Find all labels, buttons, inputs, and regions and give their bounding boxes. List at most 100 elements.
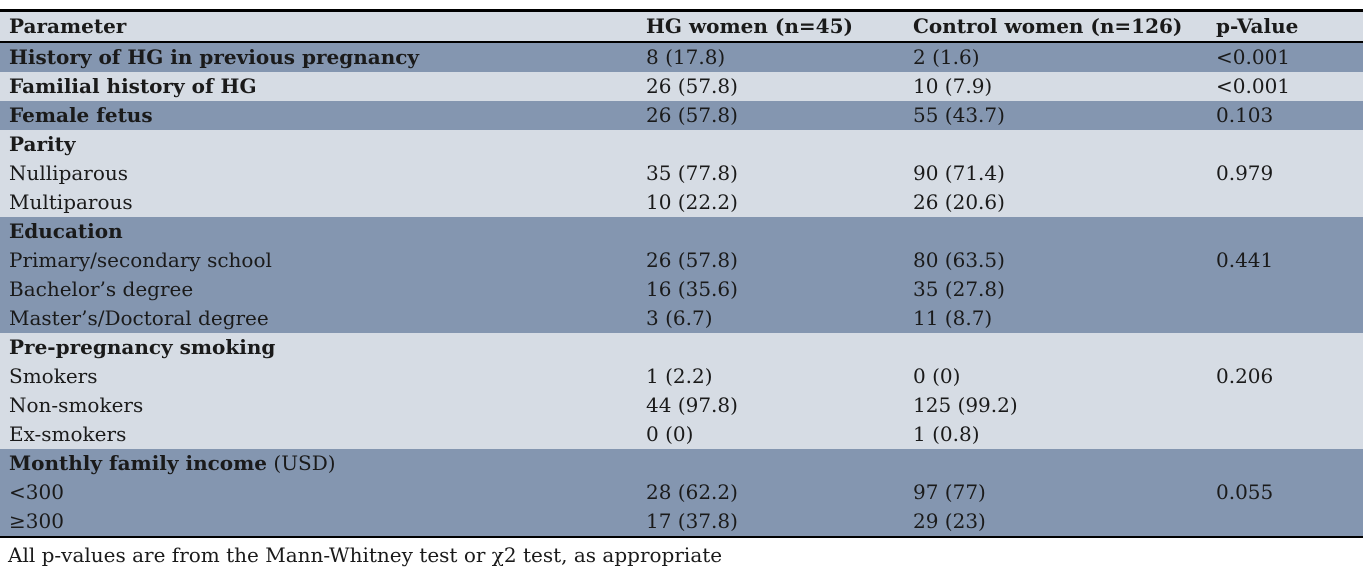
p-value-cell: 0.979 <box>1216 161 1274 185</box>
table-row: Smokers 1 (2.2) 0 (0) 0.206 <box>0 362 1363 391</box>
col-header-p-value: p-Value <box>1207 10 1363 43</box>
hg-women-cell: 17 (37.8) <box>646 509 738 533</box>
table-row: Multiparous 10 (22.2) 26 (20.6) <box>0 188 1363 217</box>
parameter-cell: ≥300 <box>0 507 637 537</box>
hg-women-cell: 28 (62.2) <box>646 480 738 504</box>
parameter-cell: Female fetus <box>0 101 637 130</box>
table-row: Education <box>0 217 1363 246</box>
hg-women-cell: 26 (57.8) <box>646 74 738 98</box>
p-value-cell: 0.055 <box>1216 480 1274 504</box>
col-header-control-women: Control women (n=126) <box>904 10 1207 43</box>
table-row: Female fetus 26 (57.8) 55 (43.7) 0.103 <box>0 101 1363 130</box>
p-value-cell <box>1207 217 1363 246</box>
parameter-label: Familial history of HG <box>9 74 257 98</box>
control-women-cell: 10 (7.9) <box>913 74 993 98</box>
table-row: Monthly family income (USD) <box>0 449 1363 478</box>
control-women-cell: 97 (77) <box>913 480 986 504</box>
parameter-cell: Education <box>0 217 637 246</box>
hg-women-cell <box>637 333 904 362</box>
parameter-label: Pre-pregnancy smoking <box>9 335 276 359</box>
parameter-label: Primary/secondary school <box>9 248 272 272</box>
hg-women-cell <box>637 217 904 246</box>
control-women-cell: 29 (23) <box>913 509 986 533</box>
p-value-cell <box>1207 275 1363 304</box>
parameter-cell: Parity <box>0 130 637 159</box>
table-row: Primary/secondary school 26 (57.8) 80 (63.… <box>0 246 1363 275</box>
parameter-label: Parity <box>9 132 76 156</box>
table-row: Non-smokers 44 (97.8) 125 (99.2) <box>0 391 1363 420</box>
parameter-label: History of HG in previous pregnancy <box>9 45 420 69</box>
parameter-cell: <300 <box>0 478 637 507</box>
p-value-cell: 0.206 <box>1216 364 1274 388</box>
parameter-cell: Non-smokers <box>0 391 637 420</box>
p-value-cell: 0.441 <box>1216 248 1274 272</box>
control-women-cell: 1 (0.8) <box>913 422 980 446</box>
table-row: Nulliparous 35 (77.8) 90 (71.4) 0.979 <box>0 159 1363 188</box>
parameter-cell: History of HG in previous pregnancy <box>0 42 637 72</box>
p-value-cell <box>1207 188 1363 217</box>
hg-women-cell <box>637 449 904 478</box>
table-row: History of HG in previous pregnancy 8 (17… <box>0 42 1363 72</box>
hg-women-cell: 44 (97.8) <box>646 393 738 417</box>
control-women-cell: 2 (1.6) <box>913 45 980 69</box>
parameter-cell: Multiparous <box>0 188 637 217</box>
p-value-cell <box>1207 391 1363 420</box>
p-value-cell <box>1207 130 1363 159</box>
parameter-label: Monthly family income <box>9 451 268 475</box>
parameter-cell: Pre-pregnancy smoking <box>0 333 637 362</box>
hg-women-cell: 26 (57.8) <box>646 248 738 272</box>
control-women-cell: 80 (63.5) <box>913 248 1005 272</box>
parameter-label: ≥300 <box>9 509 64 533</box>
hg-women-cell: 35 (77.8) <box>646 161 738 185</box>
parameter-label: Female fetus <box>9 103 153 127</box>
control-women-cell: 0 (0) <box>913 364 961 388</box>
p-value-cell <box>1207 449 1363 478</box>
parameter-label: Master’s/Doctoral degree <box>9 306 269 330</box>
parameter-label: Nulliparous <box>9 161 129 185</box>
table-row: ≥300 17 (37.8) 29 (23) <box>0 507 1363 537</box>
p-value-cell: <0.001 <box>1216 74 1291 98</box>
parameter-cell: Monthly family income (USD) <box>0 449 637 478</box>
parameter-label: Multiparous <box>9 190 133 214</box>
p-value-cell <box>1207 333 1363 362</box>
hg-women-cell <box>637 130 904 159</box>
control-women-cell: 35 (27.8) <box>913 277 1005 301</box>
control-women-cell: 125 (99.2) <box>913 393 1018 417</box>
table-footnote: All p-values are from the Mann-Whitney t… <box>8 543 723 567</box>
control-women-cell: 55 (43.7) <box>913 103 1005 127</box>
parameter-cell: Primary/secondary school <box>0 246 637 275</box>
table-row: Parity <box>0 130 1363 159</box>
parameter-label: Ex-smokers <box>9 422 127 446</box>
parameter-label: Education <box>9 219 123 243</box>
control-women-cell: 90 (71.4) <box>913 161 1005 185</box>
parameter-label: Smokers <box>9 364 98 388</box>
control-women-cell <box>904 333 1207 362</box>
p-value-cell <box>1207 420 1363 449</box>
parameter-cell: Familial history of HG <box>0 72 637 101</box>
p-value-cell: <0.001 <box>1216 45 1291 69</box>
table-row: Bachelor’s degree 16 (35.6) 35 (27.8) <box>0 275 1363 304</box>
hg-women-cell: 1 (2.2) <box>646 364 713 388</box>
col-header-hg-women: HG women (n=45) <box>637 10 904 43</box>
p-value-cell <box>1207 507 1363 537</box>
control-women-cell: 26 (20.6) <box>913 190 1005 214</box>
hg-women-cell: 8 (17.8) <box>646 45 726 69</box>
parameter-cell: Ex-smokers <box>0 420 637 449</box>
table-row: Pre-pregnancy smoking <box>0 333 1363 362</box>
hg-women-cell: 10 (22.2) <box>646 190 738 214</box>
p-value-cell: 0.103 <box>1216 103 1274 127</box>
hg-women-cell: 26 (57.8) <box>646 103 738 127</box>
table-row: Master’s/Doctoral degree 3 (6.7) 11 (8.7) <box>0 304 1363 333</box>
table-row: <300 28 (62.2) 97 (77) 0.055 <box>0 478 1363 507</box>
table-header-row: Parameter HG women (n=45) Control women … <box>0 10 1363 43</box>
control-women-cell: 11 (8.7) <box>913 306 993 330</box>
parameter-cell: Master’s/Doctoral degree <box>0 304 637 333</box>
parameter-label: Bachelor’s degree <box>9 277 194 301</box>
parameter-suffix: (USD) <box>267 451 336 475</box>
hg-women-cell: 16 (35.6) <box>646 277 738 301</box>
table-row: Ex-smokers 0 (0) 1 (0.8) <box>0 420 1363 449</box>
document-page: Parameter HG women (n=45) Control women … <box>0 9 1363 567</box>
p-value-cell <box>1207 304 1363 333</box>
control-women-cell <box>904 449 1207 478</box>
demographics-table: Parameter HG women (n=45) Control women … <box>0 9 1363 538</box>
